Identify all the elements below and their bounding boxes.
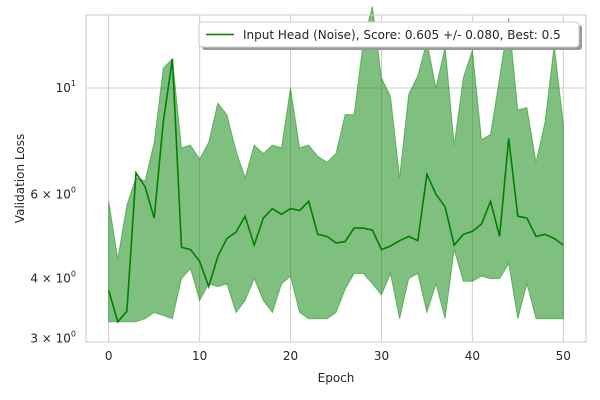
x-tick-label: 10 [192,349,207,363]
legend: Input Head (Noise), Score: 0.605 +/- 0.0… [198,21,582,50]
x-tick-labels: 0 10 20 30 40 50 [105,349,571,363]
std-band [108,6,564,323]
x-tick-label: 0 [105,349,113,363]
x-axis-label: Epoch [318,371,355,385]
plot-frame [85,14,587,343]
legend-entry-label: Input Head (Noise), Score: 0.605 +/- 0.0… [243,28,561,42]
legend-box [198,21,580,48]
y-tick-label: 3 × 100 [30,330,76,346]
mean-line [107,58,564,324]
y-tick-label: 6 × 100 [30,185,76,201]
x-tick-label: 20 [283,349,298,363]
y-tick-label: 4 × 100 [30,270,76,286]
y-tick-labels: 101 3 × 100 4 × 100 6 × 100 [30,79,76,346]
x-tick-label: 30 [374,349,389,363]
x-tick-label: 40 [465,349,480,363]
x-tick-label: 50 [556,349,571,363]
y-axis-label: Validation Loss [13,134,27,223]
y-tick-label: 101 [56,79,76,95]
